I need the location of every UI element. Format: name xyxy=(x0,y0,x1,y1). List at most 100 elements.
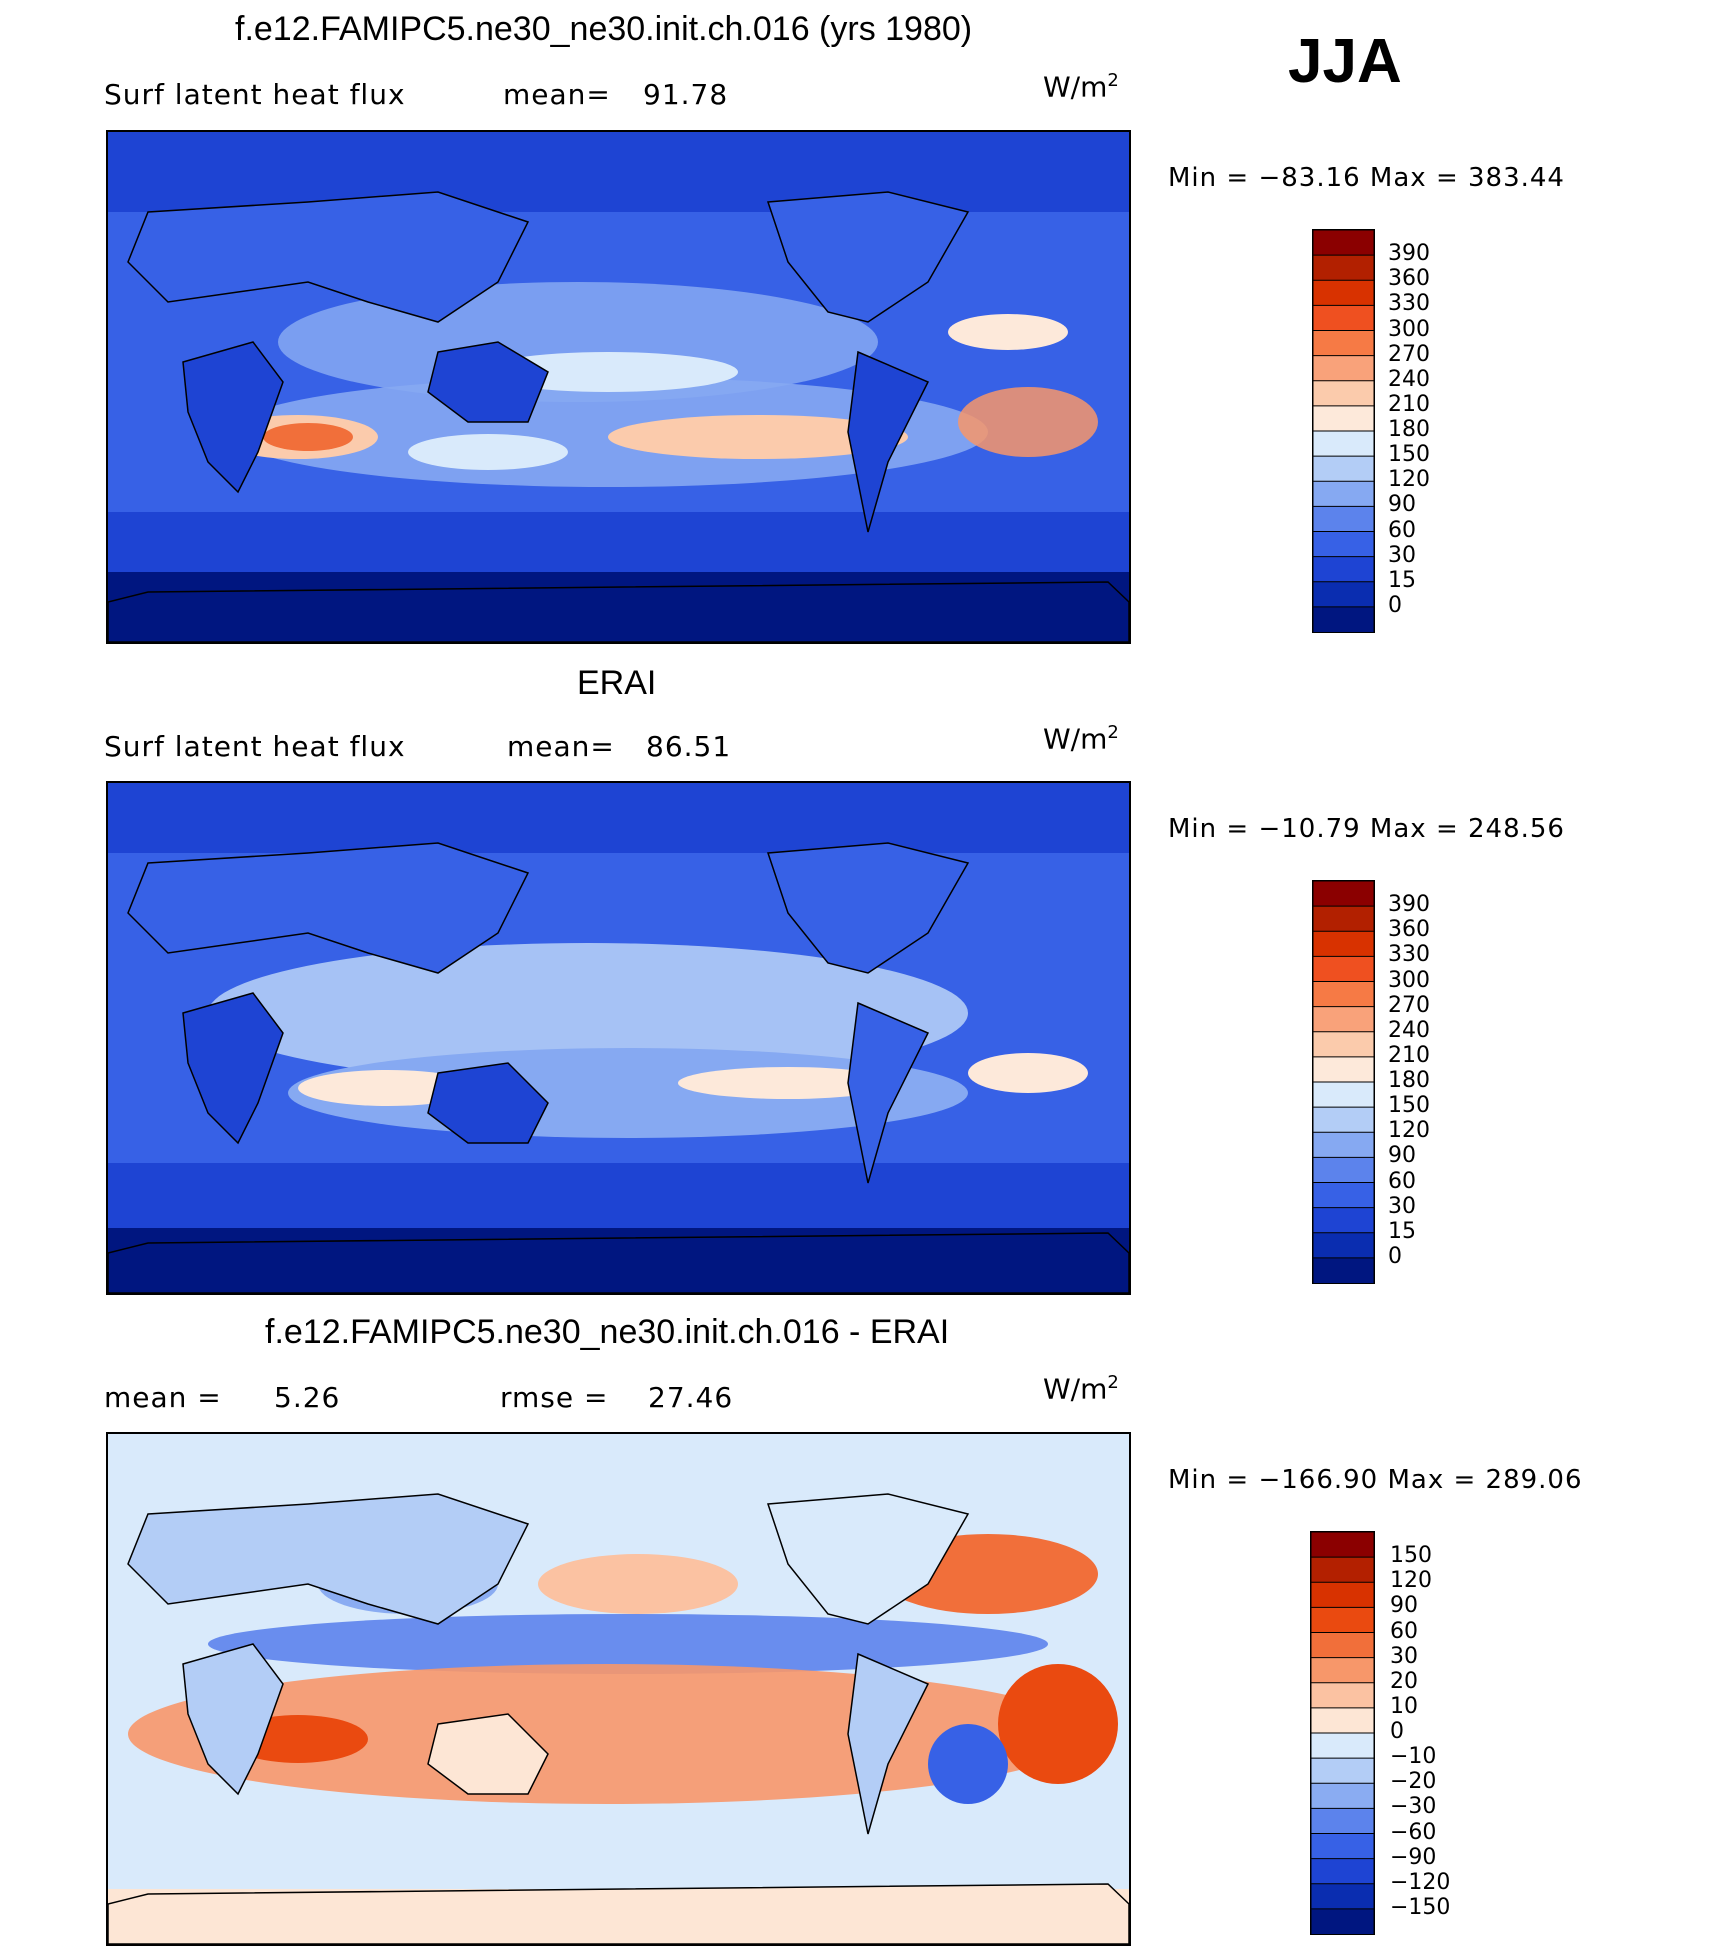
panel1-colorbar-tick-label: 180 xyxy=(1388,417,1430,442)
panel3-colorbar-swatch xyxy=(1311,1757,1374,1785)
panel1-units: W/m2 xyxy=(1043,70,1119,104)
panel2-units: W/m2 xyxy=(1043,722,1119,756)
panel1-colorbar-swatch xyxy=(1313,330,1374,357)
panel2-colorbar-swatches xyxy=(1313,881,1374,1283)
panel3-mean-label: mean = xyxy=(104,1381,222,1414)
panel2-colorbar-swatch xyxy=(1313,905,1374,933)
panel1-colorbar-tick-label: 210 xyxy=(1388,391,1430,417)
panel1-map xyxy=(106,130,1131,644)
panel3-rmse-value: 27.46 xyxy=(648,1381,734,1414)
panel3-colorbar-tick-label: 60 xyxy=(1390,1618,1418,1644)
panel1-colorbar-tick-label: 15 xyxy=(1388,567,1416,593)
panel3-colorbar-tick-label: −10 xyxy=(1390,1744,1437,1770)
panel2-colorbar-tick-label: 90 xyxy=(1388,1143,1416,1169)
panel1-minmax: Min = −83.16 Max = 383.44 xyxy=(1168,163,1565,193)
panel1-colorbar-tick-label: 120 xyxy=(1388,467,1430,493)
panel1-colorbar-swatch xyxy=(1313,430,1374,458)
panel2-colorbar-swatch xyxy=(1313,955,1374,983)
panel3-colorbar-swatch xyxy=(1311,1682,1374,1709)
panel3-colorbar-swatch xyxy=(1311,1657,1374,1684)
panel3-colorbar-swatch xyxy=(1311,1581,1374,1609)
panel3-colorbar-tick-label: −150 xyxy=(1390,1894,1451,1920)
panel3-colorbar-tick-label: −120 xyxy=(1390,1869,1451,1895)
panel3-colorbar-tick-label: 90 xyxy=(1390,1593,1418,1619)
panel2-colorbar-tick-label: 60 xyxy=(1388,1168,1416,1194)
panel2-colorbar-swatch xyxy=(1313,1257,1374,1283)
panel3-colorbar-swatch xyxy=(1311,1858,1374,1885)
panel3-units: W/m2 xyxy=(1043,1372,1119,1406)
panel3-colorbar-swatch xyxy=(1311,1833,1374,1860)
panel2-colorbar-swatch xyxy=(1313,1207,1374,1234)
panel1-colorbar-swatch xyxy=(1313,405,1374,433)
panel2-colorbar-tick-label: 120 xyxy=(1388,1118,1430,1144)
panel2-mean-value: 86.51 xyxy=(646,730,732,763)
panel2-colorbar-tick-label: 150 xyxy=(1388,1093,1430,1119)
panel2-colorbar-swatch xyxy=(1313,1131,1374,1159)
panel3-colorbar-swatch xyxy=(1311,1632,1374,1659)
panel2-colorbar-swatch xyxy=(1313,1031,1374,1058)
panel3-title: f.e12.FAMIPC5.ne30_ne30.init.ch.016 - ER… xyxy=(265,1313,950,1351)
panel3-colorbar-swatch xyxy=(1311,1707,1374,1735)
panel2-colorbar-tick-label: 210 xyxy=(1388,1042,1430,1068)
panel2-colorbar-tick-label: 30 xyxy=(1388,1193,1416,1219)
panel1-colorbar-swatch xyxy=(1313,480,1374,508)
panel1-colorbar-swatch xyxy=(1313,380,1374,407)
panel2-colorbar-tick-label: 180 xyxy=(1388,1068,1430,1093)
panel3-colorbar-tick-label: 0 xyxy=(1390,1719,1404,1744)
panel3-colorbar-tick-label: −20 xyxy=(1390,1769,1437,1795)
panel1-colorbar-tick-label: 240 xyxy=(1388,366,1430,392)
panel2-field xyxy=(108,783,1129,1293)
panel2-colorbar xyxy=(1312,880,1375,1284)
panel3-map xyxy=(106,1432,1131,1946)
season-label: JJA xyxy=(1288,27,1402,96)
panel2-colorbar-tick-label: 390 xyxy=(1388,892,1430,918)
panel2-colorbar-swatch xyxy=(1313,881,1374,908)
panel1-colorbar-swatch xyxy=(1313,606,1374,632)
panel2-colorbar-tick-label: 330 xyxy=(1388,942,1430,968)
panel3-colorbar-swatches xyxy=(1311,1532,1374,1934)
panel2-colorbar-tick-label: 15 xyxy=(1388,1218,1416,1244)
panel3-colorbar-swatch xyxy=(1311,1782,1374,1810)
panel3-minmax: Min = −166.90 Max = 289.06 xyxy=(1168,1465,1583,1495)
panel3-colorbar-swatch xyxy=(1311,1556,1374,1584)
panel2-colorbar-swatch xyxy=(1313,1232,1374,1259)
panel1-colorbar-tick-label: 150 xyxy=(1388,442,1430,468)
panel1-colorbar-swatch xyxy=(1313,455,1374,483)
panel2-colorbar-swatch xyxy=(1313,1006,1374,1033)
panel2-title: ERAI xyxy=(577,664,657,702)
panel3-field xyxy=(108,1434,1129,1944)
panel1-colorbar-tick-label: 0 xyxy=(1388,592,1402,618)
panel1-colorbar-swatch xyxy=(1313,581,1374,608)
panel2-colorbar-tick-label: 0 xyxy=(1388,1243,1402,1269)
panel3-colorbar-tick-label: −60 xyxy=(1390,1819,1437,1845)
panel2-colorbar-swatch xyxy=(1313,981,1374,1008)
panel1-colorbar-swatch xyxy=(1313,531,1374,558)
panel1-colorbar-tick-label: 30 xyxy=(1388,542,1416,568)
panel2-colorbar-swatch xyxy=(1313,930,1374,958)
panel1-variable-label: Surf latent heat flux xyxy=(104,78,406,111)
panel2-colorbar-swatch xyxy=(1313,1081,1374,1109)
panel1-colorbar-tick-label: 360 xyxy=(1388,266,1430,292)
panel3-colorbar-swatch xyxy=(1311,1606,1374,1634)
panel2-colorbar-swatch xyxy=(1313,1182,1374,1209)
panel2-minmax: Min = −10.79 Max = 248.56 xyxy=(1168,814,1565,844)
panel1-colorbar-swatch xyxy=(1313,279,1374,307)
panel3-colorbar-tick-label: −30 xyxy=(1390,1794,1437,1820)
panel3-colorbar-tick-label: −90 xyxy=(1390,1844,1437,1870)
panel3-colorbar-tick-label: 30 xyxy=(1390,1643,1418,1669)
panel2-colorbar-swatch xyxy=(1313,1106,1374,1134)
panel1-colorbar-tick-label: 270 xyxy=(1388,341,1430,367)
panel3-colorbar-swatch xyxy=(1311,1908,1374,1934)
panel3-colorbar-tick-label: 150 xyxy=(1390,1543,1432,1569)
panel1-colorbar-swatch xyxy=(1313,556,1374,583)
panel3-colorbar xyxy=(1310,1531,1375,1935)
panel3-colorbar-tick-label: 120 xyxy=(1390,1568,1432,1594)
panel1-colorbar-swatch xyxy=(1313,254,1374,282)
panel1-colorbar-tick-label: 330 xyxy=(1388,291,1430,317)
panel2-colorbar-swatch xyxy=(1313,1056,1374,1084)
panel3-colorbar-tick-label: 10 xyxy=(1390,1693,1418,1719)
panel1-colorbar xyxy=(1312,229,1375,633)
panel1-title: f.e12.FAMIPC5.ne30_ne30.init.ch.016 (yrs… xyxy=(235,10,973,48)
panel1-colorbar-swatch xyxy=(1313,304,1374,332)
panel2-colorbar-tick-label: 300 xyxy=(1388,967,1430,993)
